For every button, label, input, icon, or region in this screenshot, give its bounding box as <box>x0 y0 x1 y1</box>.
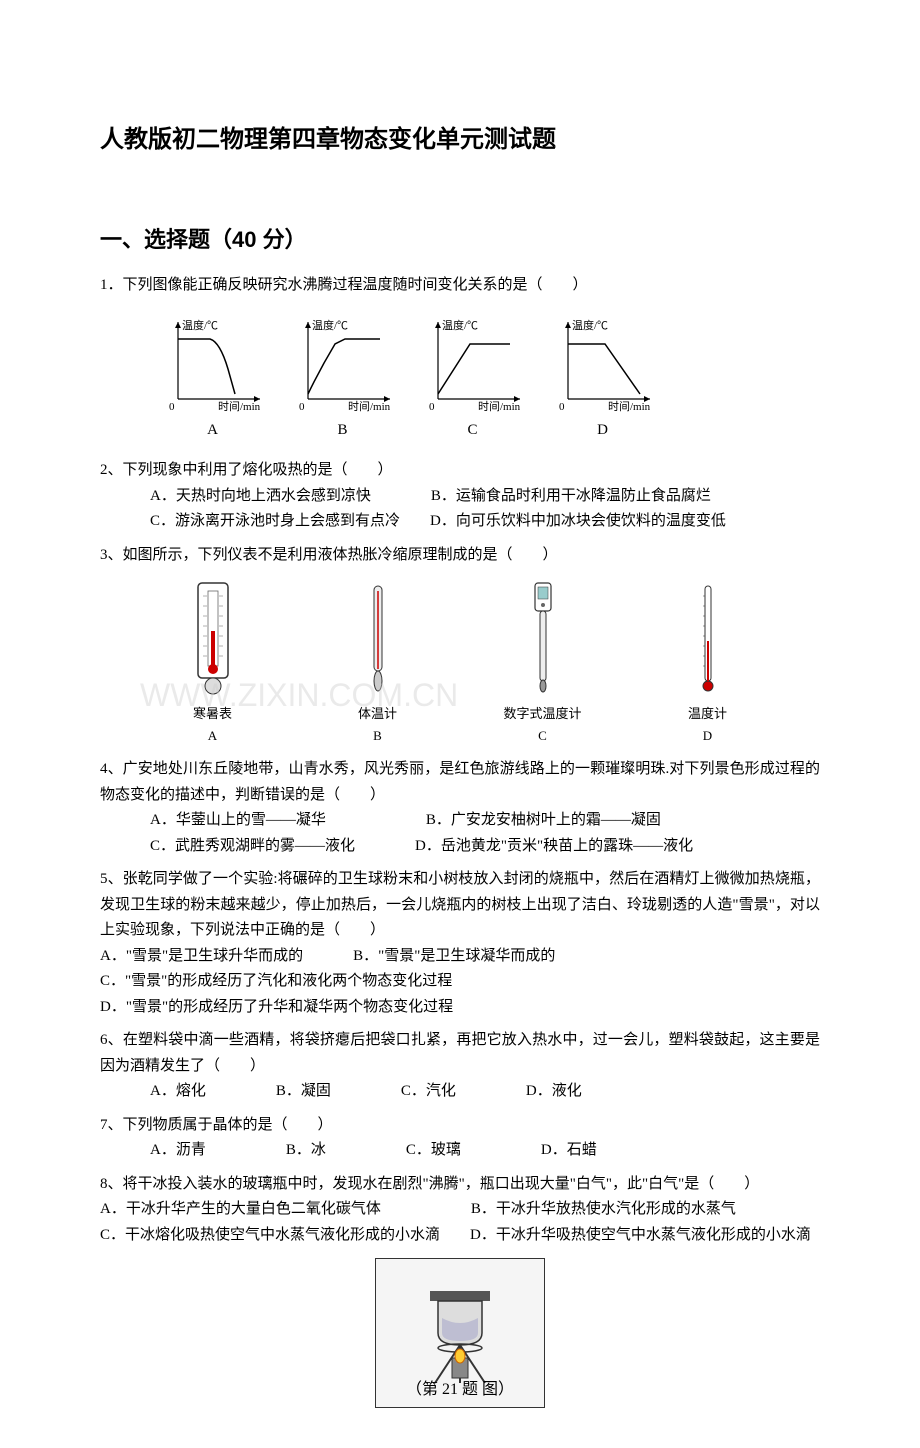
q4-opt-b: B．广安龙安柚树叶上的霜——凝固 <box>426 808 661 834</box>
q7-opt-d: D．石蜡 <box>541 1138 597 1164</box>
figure-21-caption: （第 21 题 图） <box>406 1376 514 1403</box>
q6-opt-a: A．熔化 <box>150 1079 206 1105</box>
q2-opt-c: C．游泳离开泳池时身上会感到有点冷 <box>150 509 400 535</box>
q5-opt-c: C．"雪景"的形成经历了汽化和液化两个物态变化过程 <box>100 969 820 995</box>
thermo-a-letter: A <box>208 728 217 743</box>
svg-text:时间/min: 时间/min <box>478 400 521 413</box>
question-2: 2、下列现象中利用了熔化吸热的是（ ） A．天热时向地上洒水会感到凉快 B．运输… <box>100 458 820 535</box>
chart-a: 温度/℃ 时间/min 0 A <box>160 314 265 444</box>
q4-opt-d: D．岳池黄龙"贡米"秧苗上的露珠——液化 <box>415 834 693 860</box>
q6-opt-c: C．汽化 <box>401 1079 456 1105</box>
question-8: 8、将干冰投入装水的玻璃瓶中时，发现水在剧烈"沸腾"，瓶口出现大量"白气"，此"… <box>100 1172 820 1249</box>
q8-opt-c: C．干冰熔化吸热使空气中水蒸气液化形成的小水滴 <box>100 1223 440 1249</box>
thermo-b: 体温计 B <box>305 578 450 747</box>
thermo-a-name: 寒暑表 <box>193 706 232 721</box>
q2-opt-b: B．运输食品时利用干冰降温防止食品腐烂 <box>431 484 711 510</box>
chart-ylabel: 温度/℃ <box>182 318 218 332</box>
q5-opt-a: A．"雪景"是卫生球升华而成的 <box>100 944 303 970</box>
chart-xlabel: 时间/min <box>218 400 261 413</box>
chart-b-svg: 温度/℃ 时间/min 0 <box>290 314 395 414</box>
q4-opt-a: A．华蓥山上的雪——凝华 <box>150 808 326 834</box>
q6-opt-d: D．液化 <box>526 1079 582 1105</box>
chart-b: 温度/℃ 时间/min 0 B <box>290 314 395 444</box>
q6-opt-b: B．凝固 <box>276 1079 331 1105</box>
q6-text: 6、在塑料袋中滴一些酒精，将袋挤瘪后把袋口扎紧，再把它放入热水中，过一会儿，塑料… <box>100 1028 820 1079</box>
svg-text:温度/℃: 温度/℃ <box>442 318 478 332</box>
thermo-c-letter: C <box>538 728 547 743</box>
q2-opt-d: D．向可乐饮料中加冰块会使饮料的温度变低 <box>430 509 726 535</box>
chart-b-label: B <box>337 418 347 444</box>
chart-c: 温度/℃ 时间/min 0 C <box>420 314 525 444</box>
q2-opt-a: A．天热时向地上洒水会感到凉快 <box>150 484 371 510</box>
svg-text:时间/min: 时间/min <box>608 400 651 413</box>
thermo-a: 寒暑表 A <box>140 578 285 747</box>
question-5: 5、张乾同学做了一个实验:将碾碎的卫生球粉末和小树枝放入封闭的烧瓶中，然后在酒精… <box>100 867 820 1020</box>
thermo-b-icon <box>368 581 388 696</box>
question-3: 3、如图所示，下列仪表不是利用液体热胀冷缩原理制成的是（ ） <box>100 543 820 748</box>
q3-text: 3、如图所示，下列仪表不是利用液体热胀冷缩原理制成的是（ ） <box>100 543 820 569</box>
q2-text: 2、下列现象中利用了熔化吸热的是（ ） <box>100 458 820 484</box>
thermo-c: 数字式温度计 C <box>470 578 615 747</box>
thermo-c-name: 数字式温度计 <box>503 706 581 721</box>
q7-opt-b: B．冰 <box>286 1138 326 1164</box>
q4-opt-c: C．武胜秀观湖畔的雾——液化 <box>150 834 355 860</box>
chart-c-svg: 温度/℃ 时间/min 0 <box>420 314 525 414</box>
chart-a-label: A <box>207 418 218 444</box>
q7-text: 7、下列物质属于晶体的是（ ） <box>100 1113 820 1139</box>
thermo-b-name: 体温计 <box>358 706 397 721</box>
q8-text: 8、将干冰投入装水的玻璃瓶中时，发现水在剧烈"沸腾"，瓶口出现大量"白气"，此"… <box>100 1172 820 1198</box>
thermo-d-icon <box>700 581 716 696</box>
q8-opt-d: D．干冰升华吸热使空气中水蒸气液化形成的小水滴 <box>470 1223 811 1249</box>
thermo-b-letter: B <box>373 728 382 743</box>
q8-opt-b: B．干冰升华放热使水汽化形成的水蒸气 <box>471 1197 736 1223</box>
q5-opt-b: B．"雪景"是卫生球凝华而成的 <box>353 944 555 970</box>
thermo-d-name: 温度计 <box>688 706 727 721</box>
thermo-a-icon <box>193 581 233 696</box>
chart-a-svg: 温度/℃ 时间/min 0 <box>160 314 265 414</box>
svg-text:0: 0 <box>169 401 175 413</box>
q4-text: 4、广安地处川东丘陵地带，山青水秀，风光秀丽，是红色旅游线路上的一颗璀璨明珠.对… <box>100 757 820 808</box>
thermo-d: 温度计 D <box>635 578 780 747</box>
chart-d-svg: 温度/℃ 时间/min 0 <box>550 314 655 414</box>
q7-opt-a: A．沥青 <box>150 1138 206 1164</box>
q5-opt-d: D．"雪景"的形成经历了升华和凝华两个物态变化过程 <box>100 995 820 1021</box>
svg-text:0: 0 <box>559 401 565 413</box>
svg-text:0: 0 <box>299 401 305 413</box>
q1-charts: 温度/℃ 时间/min 0 A 温度/℃ 时间/min 0 B <box>160 314 820 444</box>
chart-c-label: C <box>467 418 477 444</box>
figure-21: （第 21 题 图） <box>100 1258 820 1408</box>
section-header: 一、选择题（40 分） <box>100 221 820 258</box>
q3-thermometers: 寒暑表 A 体温计 B 数字式温度计 <box>140 578 780 747</box>
svg-text:0: 0 <box>429 401 435 413</box>
chart-d-label: D <box>597 418 608 444</box>
thermo-c-icon <box>531 581 555 696</box>
question-7: 7、下列物质属于晶体的是（ ） A．沥青 B．冰 C．玻璃 D．石蜡 <box>100 1113 820 1164</box>
q5-text: 5、张乾同学做了一个实验:将碾碎的卫生球粉末和小树枝放入封闭的烧瓶中，然后在酒精… <box>100 867 820 944</box>
page-title: 人教版初二物理第四章物态变化单元测试题 <box>100 120 820 161</box>
question-1: 1．下列图像能正确反映研究水沸腾过程温度随时间变化关系的是（ ） 温度/℃ 时间… <box>100 273 820 443</box>
q8-opt-a: A．干冰升华产生的大量白色二氧化碳气体 <box>100 1197 381 1223</box>
question-4: 4、广安地处川东丘陵地带，山青水秀，风光秀丽，是红色旅游线路上的一颗璀璨明珠.对… <box>100 757 820 859</box>
thermo-d-letter: D <box>703 728 712 743</box>
q1-text: 1．下列图像能正确反映研究水沸腾过程温度随时间变化关系的是（ ） <box>100 273 820 299</box>
svg-text:温度/℃: 温度/℃ <box>312 318 348 332</box>
svg-text:温度/℃: 温度/℃ <box>572 318 608 332</box>
q7-opt-c: C．玻璃 <box>406 1138 461 1164</box>
svg-text:时间/min: 时间/min <box>348 400 391 413</box>
question-6: 6、在塑料袋中滴一些酒精，将袋挤瘪后把袋口扎紧，再把它放入热水中，过一会儿，塑料… <box>100 1028 820 1105</box>
chart-d: 温度/℃ 时间/min 0 D <box>550 314 655 444</box>
